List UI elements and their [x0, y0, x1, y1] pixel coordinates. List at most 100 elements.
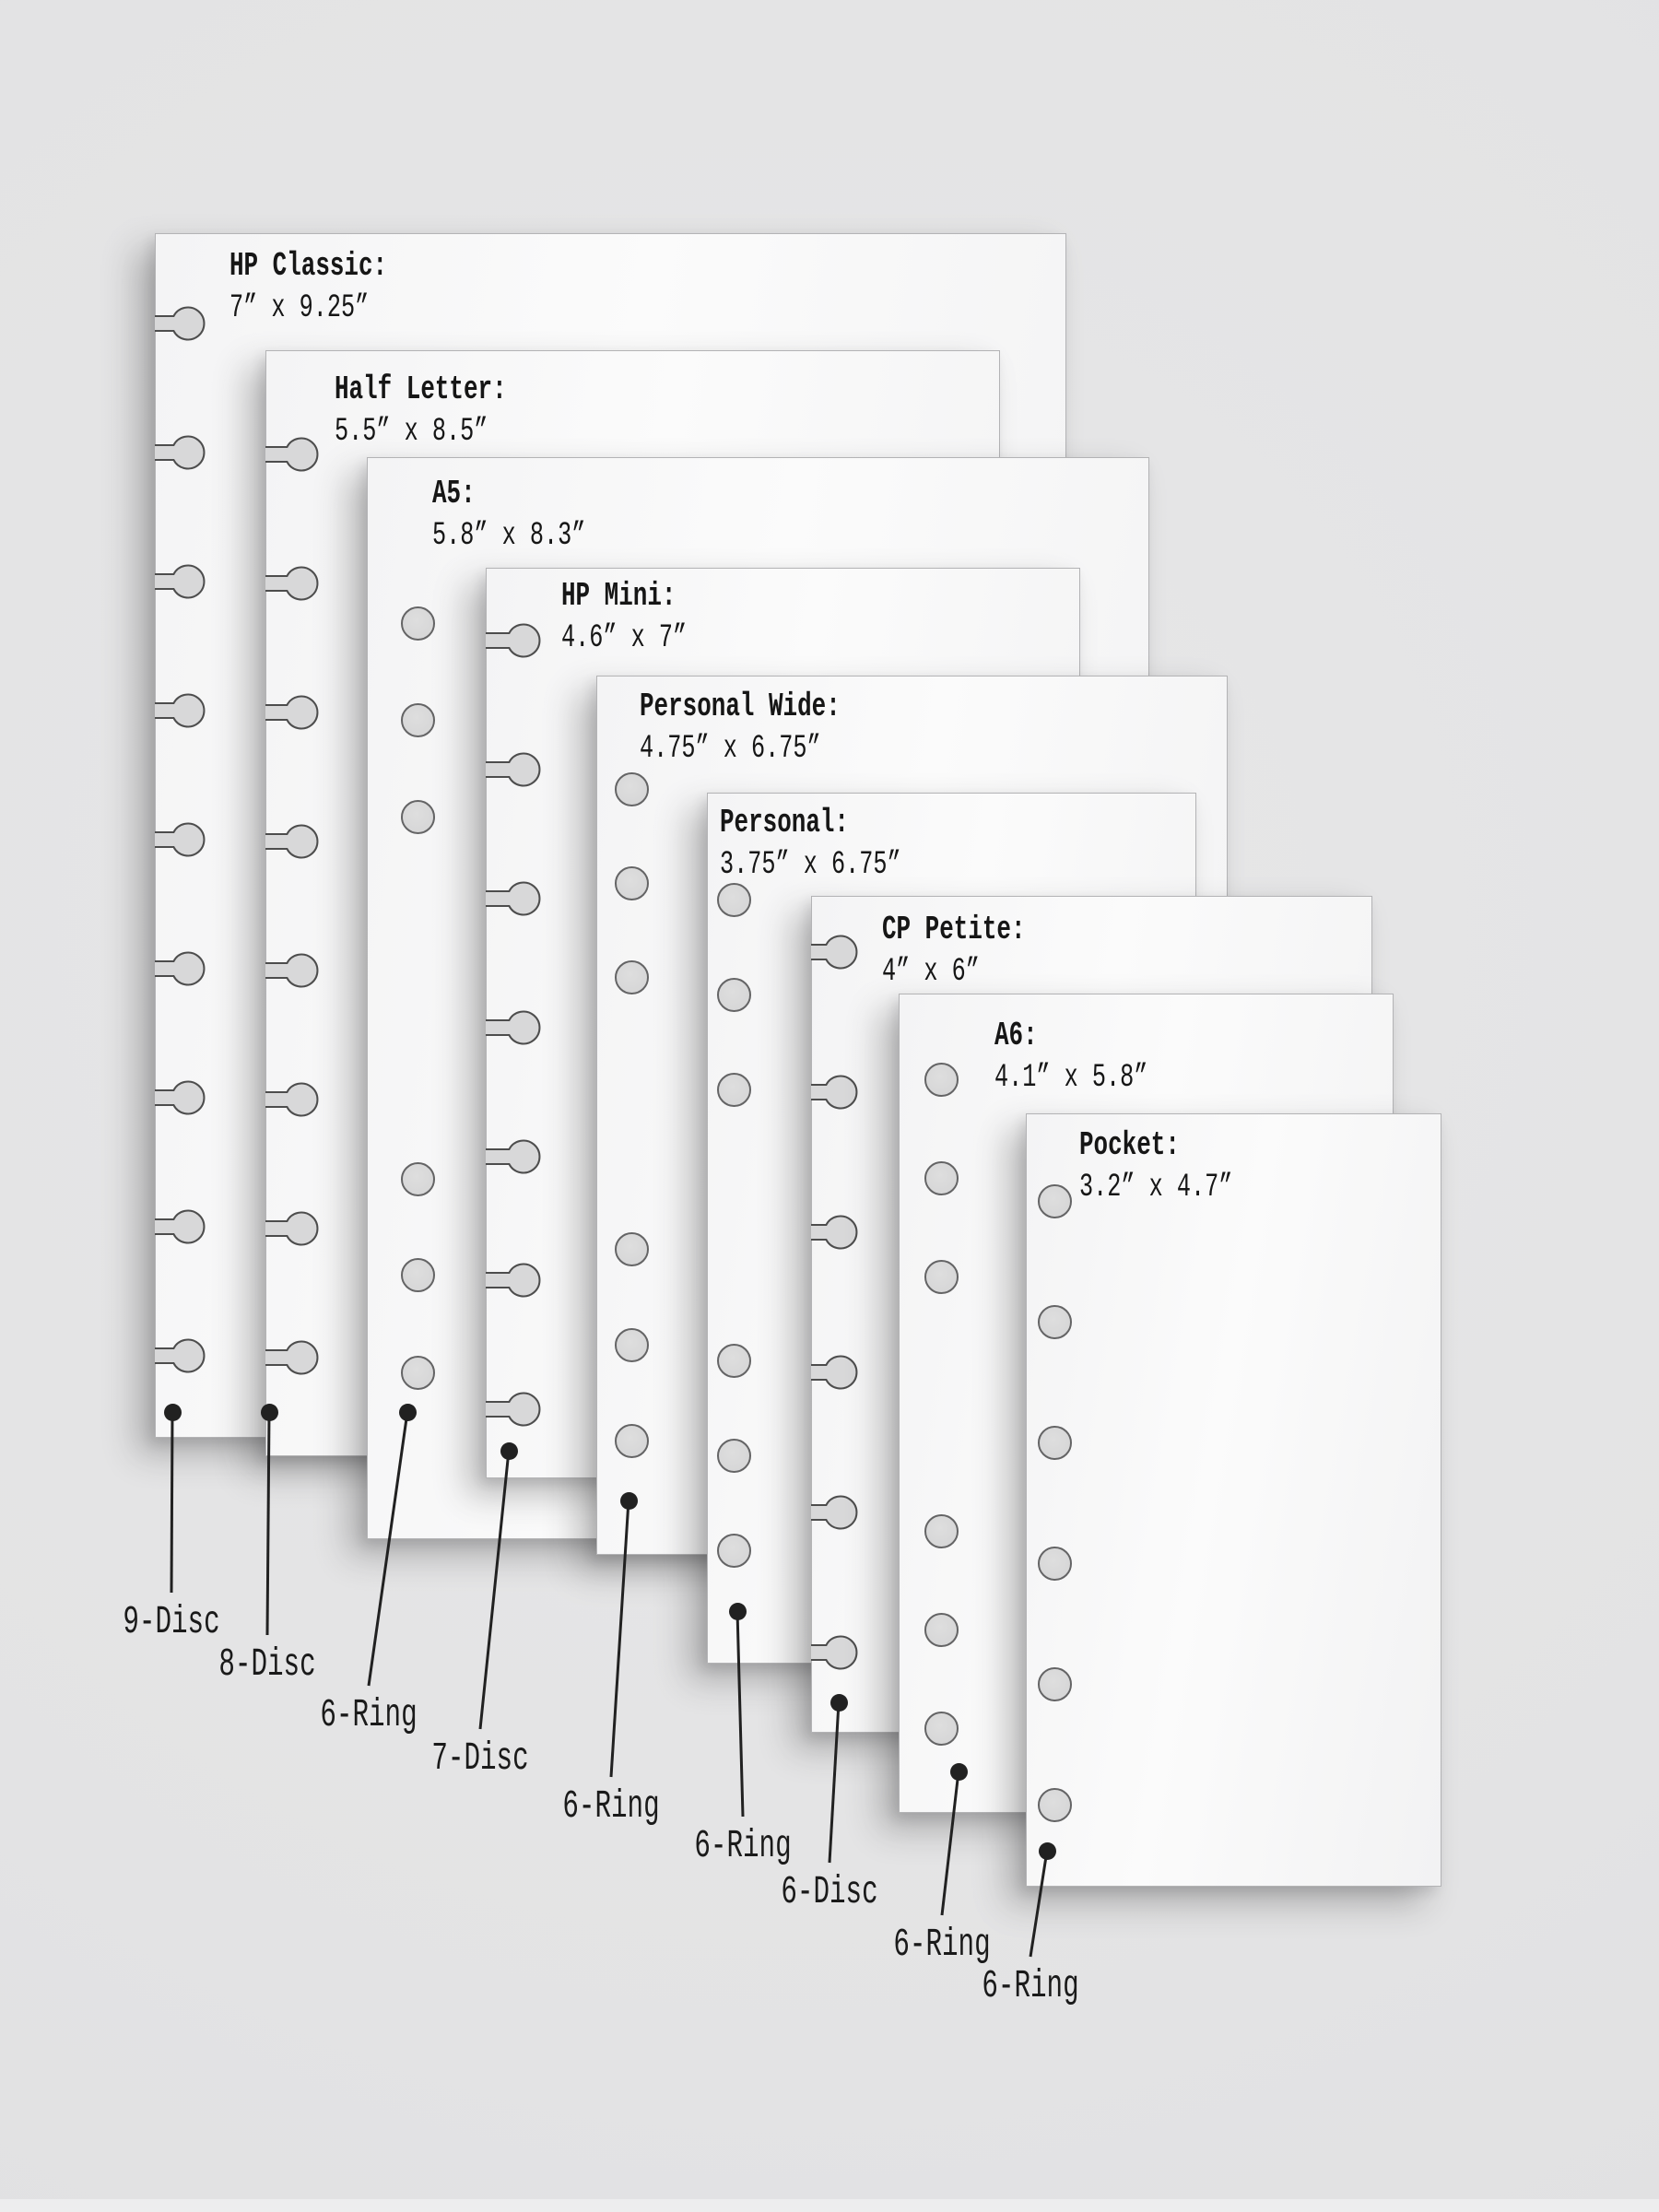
disc-punch-icon	[486, 1010, 541, 1045]
ring-hole-icon	[1037, 1304, 1072, 1339]
page-name-text: A5:	[432, 475, 476, 512]
page-size-label: Personal: 3.75” x 6.75”	[720, 803, 901, 886]
disc-punch-icon	[155, 435, 206, 470]
page-size-label: Personal Wide: 4.75” x 6.75”	[640, 687, 841, 770]
disc-punch-icon	[265, 824, 319, 859]
ring-hole-icon	[924, 1062, 959, 1097]
disc-punch-icon	[811, 1075, 858, 1110]
page-name-text: HP Mini:	[561, 577, 677, 615]
page-name-text: Pocket:	[1079, 1126, 1180, 1164]
binding-label: 6-Ring	[320, 1692, 418, 1737]
disc-punch-icon	[265, 695, 319, 730]
binding-label: 6-Disc	[781, 1869, 878, 1914]
ring-hole-icon	[614, 771, 649, 806]
ring-hole-icon	[400, 606, 435, 641]
disc-punch-icon	[486, 1263, 541, 1298]
page-size-label: CP Petite: 4” x 6”	[882, 910, 1026, 993]
ring-hole-icon	[1037, 1183, 1072, 1218]
disc-punch-icon	[265, 1340, 319, 1375]
page-name-text: Personal:	[720, 804, 849, 841]
ring-hole-icon	[716, 882, 751, 917]
ring-hole-icon	[614, 865, 649, 900]
page-name-text: HP Classic:	[229, 247, 388, 285]
disc-punch-icon	[265, 566, 319, 601]
page-name-text: Personal Wide:	[640, 688, 841, 725]
ring-hole-icon	[1037, 1425, 1072, 1460]
binding-label: 6-Ring	[982, 1963, 1079, 2008]
disc-punch-icon	[265, 1082, 319, 1117]
disc-punch-icon	[265, 1211, 319, 1246]
ring-hole-icon	[400, 1355, 435, 1390]
ring-hole-icon	[924, 1612, 959, 1647]
disc-punch-icon	[155, 951, 206, 986]
ring-hole-icon	[614, 1231, 649, 1266]
disc-punch-icon	[265, 437, 319, 472]
disc-punch-icon	[486, 881, 541, 916]
disc-punch-icon	[811, 935, 858, 970]
page-size-label: Half Letter: 5.5” x 8.5”	[335, 370, 507, 453]
page-dimensions-text: 4.6” x 7”	[561, 619, 688, 656]
ring-hole-icon	[400, 1257, 435, 1292]
ring-hole-icon	[716, 1438, 751, 1473]
disc-punch-icon	[265, 953, 319, 988]
disc-punch-icon	[811, 1495, 858, 1530]
ring-hole-icon	[716, 1533, 751, 1568]
ring-hole-icon	[614, 1423, 649, 1458]
page-size-label: Pocket: 3.2” x 4.7”	[1079, 1125, 1232, 1208]
disc-punch-icon	[811, 1355, 858, 1390]
ring-hole-icon	[924, 1711, 959, 1746]
ring-hole-icon	[924, 1160, 959, 1195]
page-dimensions-text: 4” x 6”	[882, 953, 980, 990]
disc-punch-icon	[155, 1080, 206, 1115]
binding-label: 6-Ring	[562, 1783, 660, 1829]
page-dimensions-text: 5.8” x 8.3”	[432, 517, 586, 554]
page-dimensions-text: 3.2” x 4.7”	[1079, 1169, 1233, 1206]
page-dimensions-text: 4.75” x 6.75”	[640, 730, 821, 767]
page-pocket: Pocket: 3.2” x 4.7”	[1026, 1113, 1441, 1887]
page-name-text: A6:	[994, 1017, 1038, 1054]
disc-punch-icon	[811, 1215, 858, 1250]
page-size-label: A6: 4.1” x 5.8”	[994, 1016, 1147, 1099]
ring-hole-icon	[614, 959, 649, 994]
ring-hole-icon	[1037, 1787, 1072, 1822]
page-size-label: HP Mini: 4.6” x 7”	[561, 576, 687, 659]
disc-punch-icon	[486, 1392, 541, 1427]
binding-label: 8-Disc	[218, 1641, 316, 1687]
binding-label: 6-Ring	[694, 1823, 792, 1868]
disc-punch-icon	[155, 564, 206, 599]
disc-punch-icon	[486, 1139, 541, 1174]
disc-punch-icon	[486, 623, 541, 658]
ring-hole-icon	[400, 1161, 435, 1196]
ring-hole-icon	[1037, 1546, 1072, 1581]
page-dimensions-text: 7” x 9.25”	[229, 289, 370, 326]
page-name-text: Half Letter:	[335, 371, 507, 408]
binding-label: 7-Disc	[431, 1735, 529, 1781]
disc-punch-icon	[155, 1209, 206, 1244]
ring-hole-icon	[400, 799, 435, 834]
disc-punch-icon	[155, 1338, 206, 1373]
page-dimensions-text: 3.75” x 6.75”	[720, 846, 901, 883]
ring-hole-icon	[614, 1327, 649, 1362]
callout-line	[170, 1411, 174, 1594]
ring-hole-icon	[924, 1259, 959, 1294]
page-size-label: HP Classic: 7” x 9.25”	[229, 246, 387, 329]
page-dimensions-text: 5.5” x 8.5”	[335, 413, 488, 450]
disc-punch-icon	[486, 752, 541, 787]
ring-hole-icon	[716, 1072, 751, 1107]
disc-punch-icon	[155, 306, 206, 341]
ring-hole-icon	[1037, 1666, 1072, 1701]
page-size-label: A5: 5.8” x 8.3”	[432, 474, 585, 557]
page-name-text: CP Petite:	[882, 911, 1026, 948]
binding-label: 9-Disc	[123, 1599, 220, 1644]
page-dimensions-text: 4.1” x 5.8”	[994, 1059, 1148, 1096]
ring-hole-icon	[716, 1343, 751, 1378]
disc-punch-icon	[155, 822, 206, 857]
disc-punch-icon	[811, 1635, 858, 1670]
ring-hole-icon	[716, 977, 751, 1012]
ring-hole-icon	[924, 1513, 959, 1548]
disc-punch-icon	[155, 693, 206, 728]
bottom-edge-strip	[0, 2199, 1659, 2212]
ring-hole-icon	[400, 702, 435, 737]
binding-label: 6-Ring	[893, 1922, 991, 1967]
